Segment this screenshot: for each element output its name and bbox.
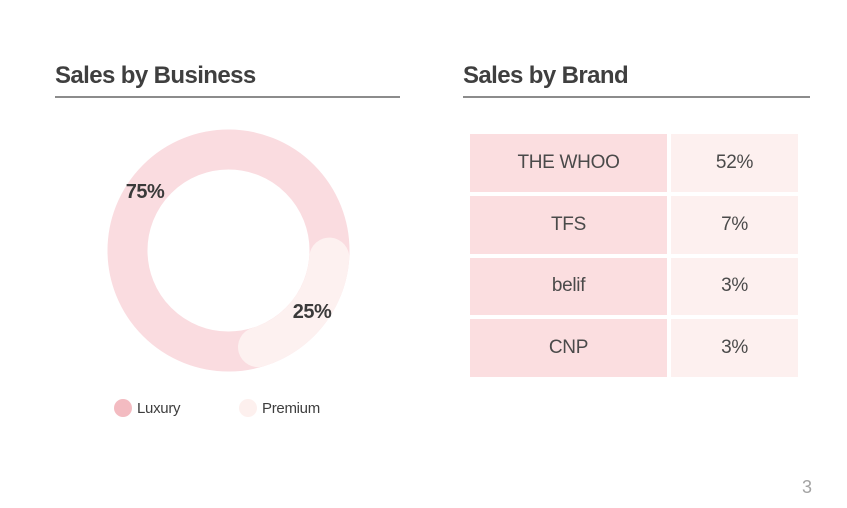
brand-cell: THE WHOO xyxy=(470,134,667,192)
share-cell: 52% xyxy=(671,134,798,192)
sales-by-brand-title: Sales by Brand xyxy=(463,62,810,98)
premium-legend-dot-icon xyxy=(239,399,257,417)
donut-premium-segment xyxy=(238,237,350,368)
luxury-legend-label: Luxury xyxy=(137,399,181,417)
luxury-legend-dot xyxy=(114,399,132,417)
brand-cell: CNP xyxy=(470,319,667,378)
brand-cell: TFS xyxy=(470,195,667,254)
premium-percentage-label: 25% xyxy=(292,301,332,323)
legend-item-luxury: Luxury xyxy=(114,397,181,419)
sales-by-brand-table: THE WHOO 52% TFS 7% belif 3% CNP 3% xyxy=(470,134,798,378)
premium-legend-label: Premium xyxy=(262,399,320,417)
share-cell: 3% xyxy=(671,257,798,316)
sales-by-business-title: Sales by Business xyxy=(55,62,400,98)
sales-by-business-donut-chart xyxy=(107,129,350,372)
brand-cell: belif xyxy=(470,257,667,316)
luxury-legend-dot-icon xyxy=(114,399,132,417)
page-number: 3 xyxy=(801,477,812,497)
luxury-percentage-label: 75% xyxy=(125,181,165,203)
premium-legend-dot xyxy=(239,399,257,417)
share-cell: 7% xyxy=(671,195,798,254)
legend-item-premium: Premium xyxy=(239,397,320,419)
share-cell: 3% xyxy=(671,319,798,378)
